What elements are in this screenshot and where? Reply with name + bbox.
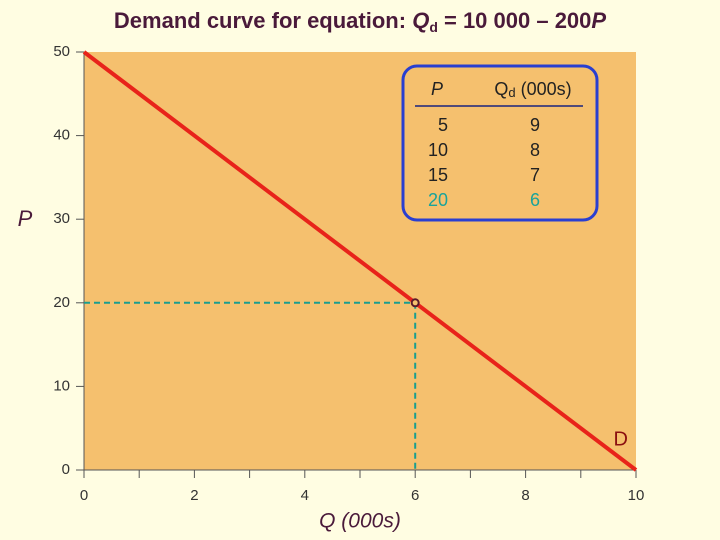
table-cell: 8: [530, 140, 540, 160]
header-part: d: [508, 85, 515, 100]
table-box: [401, 64, 599, 222]
y-tick-label: 20: [53, 294, 70, 311]
title-part: = 10 000 – 200: [438, 8, 592, 33]
demand-line: [82, 50, 638, 472]
table-cell: 9: [530, 115, 540, 135]
x-tick-label: 4: [301, 487, 309, 504]
x-tick-label: 10: [628, 487, 645, 504]
x-tick-label: 2: [190, 487, 198, 504]
series-label: D: [614, 428, 628, 450]
x-axis-label: Q (000s): [319, 510, 401, 533]
y-tick-label: 50: [53, 43, 70, 60]
title-part: Q: [412, 8, 429, 33]
table-cell: 7: [530, 165, 540, 185]
y-axis-label: P: [18, 206, 33, 231]
x-tick-label: 0: [80, 487, 88, 504]
title-part: Demand curve for equation:: [114, 8, 412, 33]
x-tick-label: 8: [521, 487, 529, 504]
table-cell: 15: [428, 165, 448, 185]
chart-title: Demand curve for equation: Qd = 10 000 –…: [114, 8, 607, 35]
table-header: Qd (000s): [494, 79, 571, 101]
highlight-point: [410, 298, 420, 308]
header-part: Q: [494, 79, 508, 99]
y-tick-label: 30: [53, 210, 70, 227]
title-part: P: [591, 8, 606, 33]
table-cell: 6: [530, 190, 540, 210]
header-part: (000s): [516, 79, 572, 99]
y-tick-label: 40: [53, 127, 70, 144]
table-cell: 5: [438, 115, 448, 135]
table-header: P: [431, 79, 443, 99]
table-cell: 10: [428, 140, 448, 160]
x-tick-label: 6: [411, 487, 419, 504]
table-cell: 20: [428, 190, 448, 210]
y-tick-label: 0: [62, 461, 70, 478]
y-tick-label: 10: [53, 377, 70, 394]
title-part: d: [429, 19, 438, 35]
